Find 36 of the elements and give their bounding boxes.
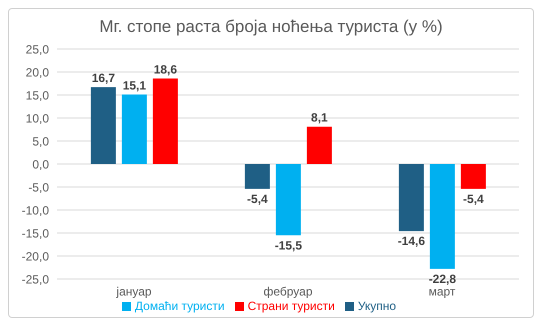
y-tick-label: 0,0 [32, 157, 50, 172]
y-tick-label: -25,0 [22, 272, 50, 286]
data-label: -5,4 [463, 192, 484, 206]
x-tick-label: фебруар [263, 284, 313, 299]
y-tick-label: 5,0 [32, 134, 50, 148]
bar [122, 94, 147, 164]
data-label: -15,5 [274, 238, 302, 252]
bar [306, 126, 332, 164]
y-tick-label: -5,0 [28, 180, 50, 194]
data-label: 15,1 [122, 78, 146, 93]
bar [90, 87, 116, 164]
legend-label: Домаћи туристи [134, 299, 225, 313]
y-tick-label: -15,0 [22, 226, 50, 240]
data-label: 8,1 [311, 110, 328, 125]
data-label: -14,6 [398, 234, 426, 248]
bar [276, 164, 301, 236]
y-tick-label: 25,0 [26, 42, 50, 56]
x-tick-label: март [428, 284, 456, 299]
data-label: -5,4 [247, 192, 268, 206]
y-tick-label: -20,0 [22, 249, 50, 264]
y-tick-label: -10,0 [22, 203, 50, 218]
data-label: 16,7 [92, 71, 116, 86]
bar [398, 164, 424, 232]
chart-title: Мг. стопе раста броја ноћења туриста (у %) [98, 17, 444, 38]
bar [152, 78, 178, 164]
y-tick-label: 15,0 [26, 88, 50, 102]
y-tick-label: 20,0 [26, 65, 50, 80]
x-tick-label: јануар [115, 284, 152, 299]
y-tick-label: 10,0 [26, 111, 50, 126]
data-label: 18,6 [154, 62, 178, 76]
bar [430, 164, 455, 269]
bar [460, 164, 486, 189]
data-label: -22,8 [428, 272, 456, 286]
legend-label: Укупно [358, 299, 396, 313]
legend-label: Страни туристи [248, 299, 335, 313]
bar [244, 164, 270, 189]
